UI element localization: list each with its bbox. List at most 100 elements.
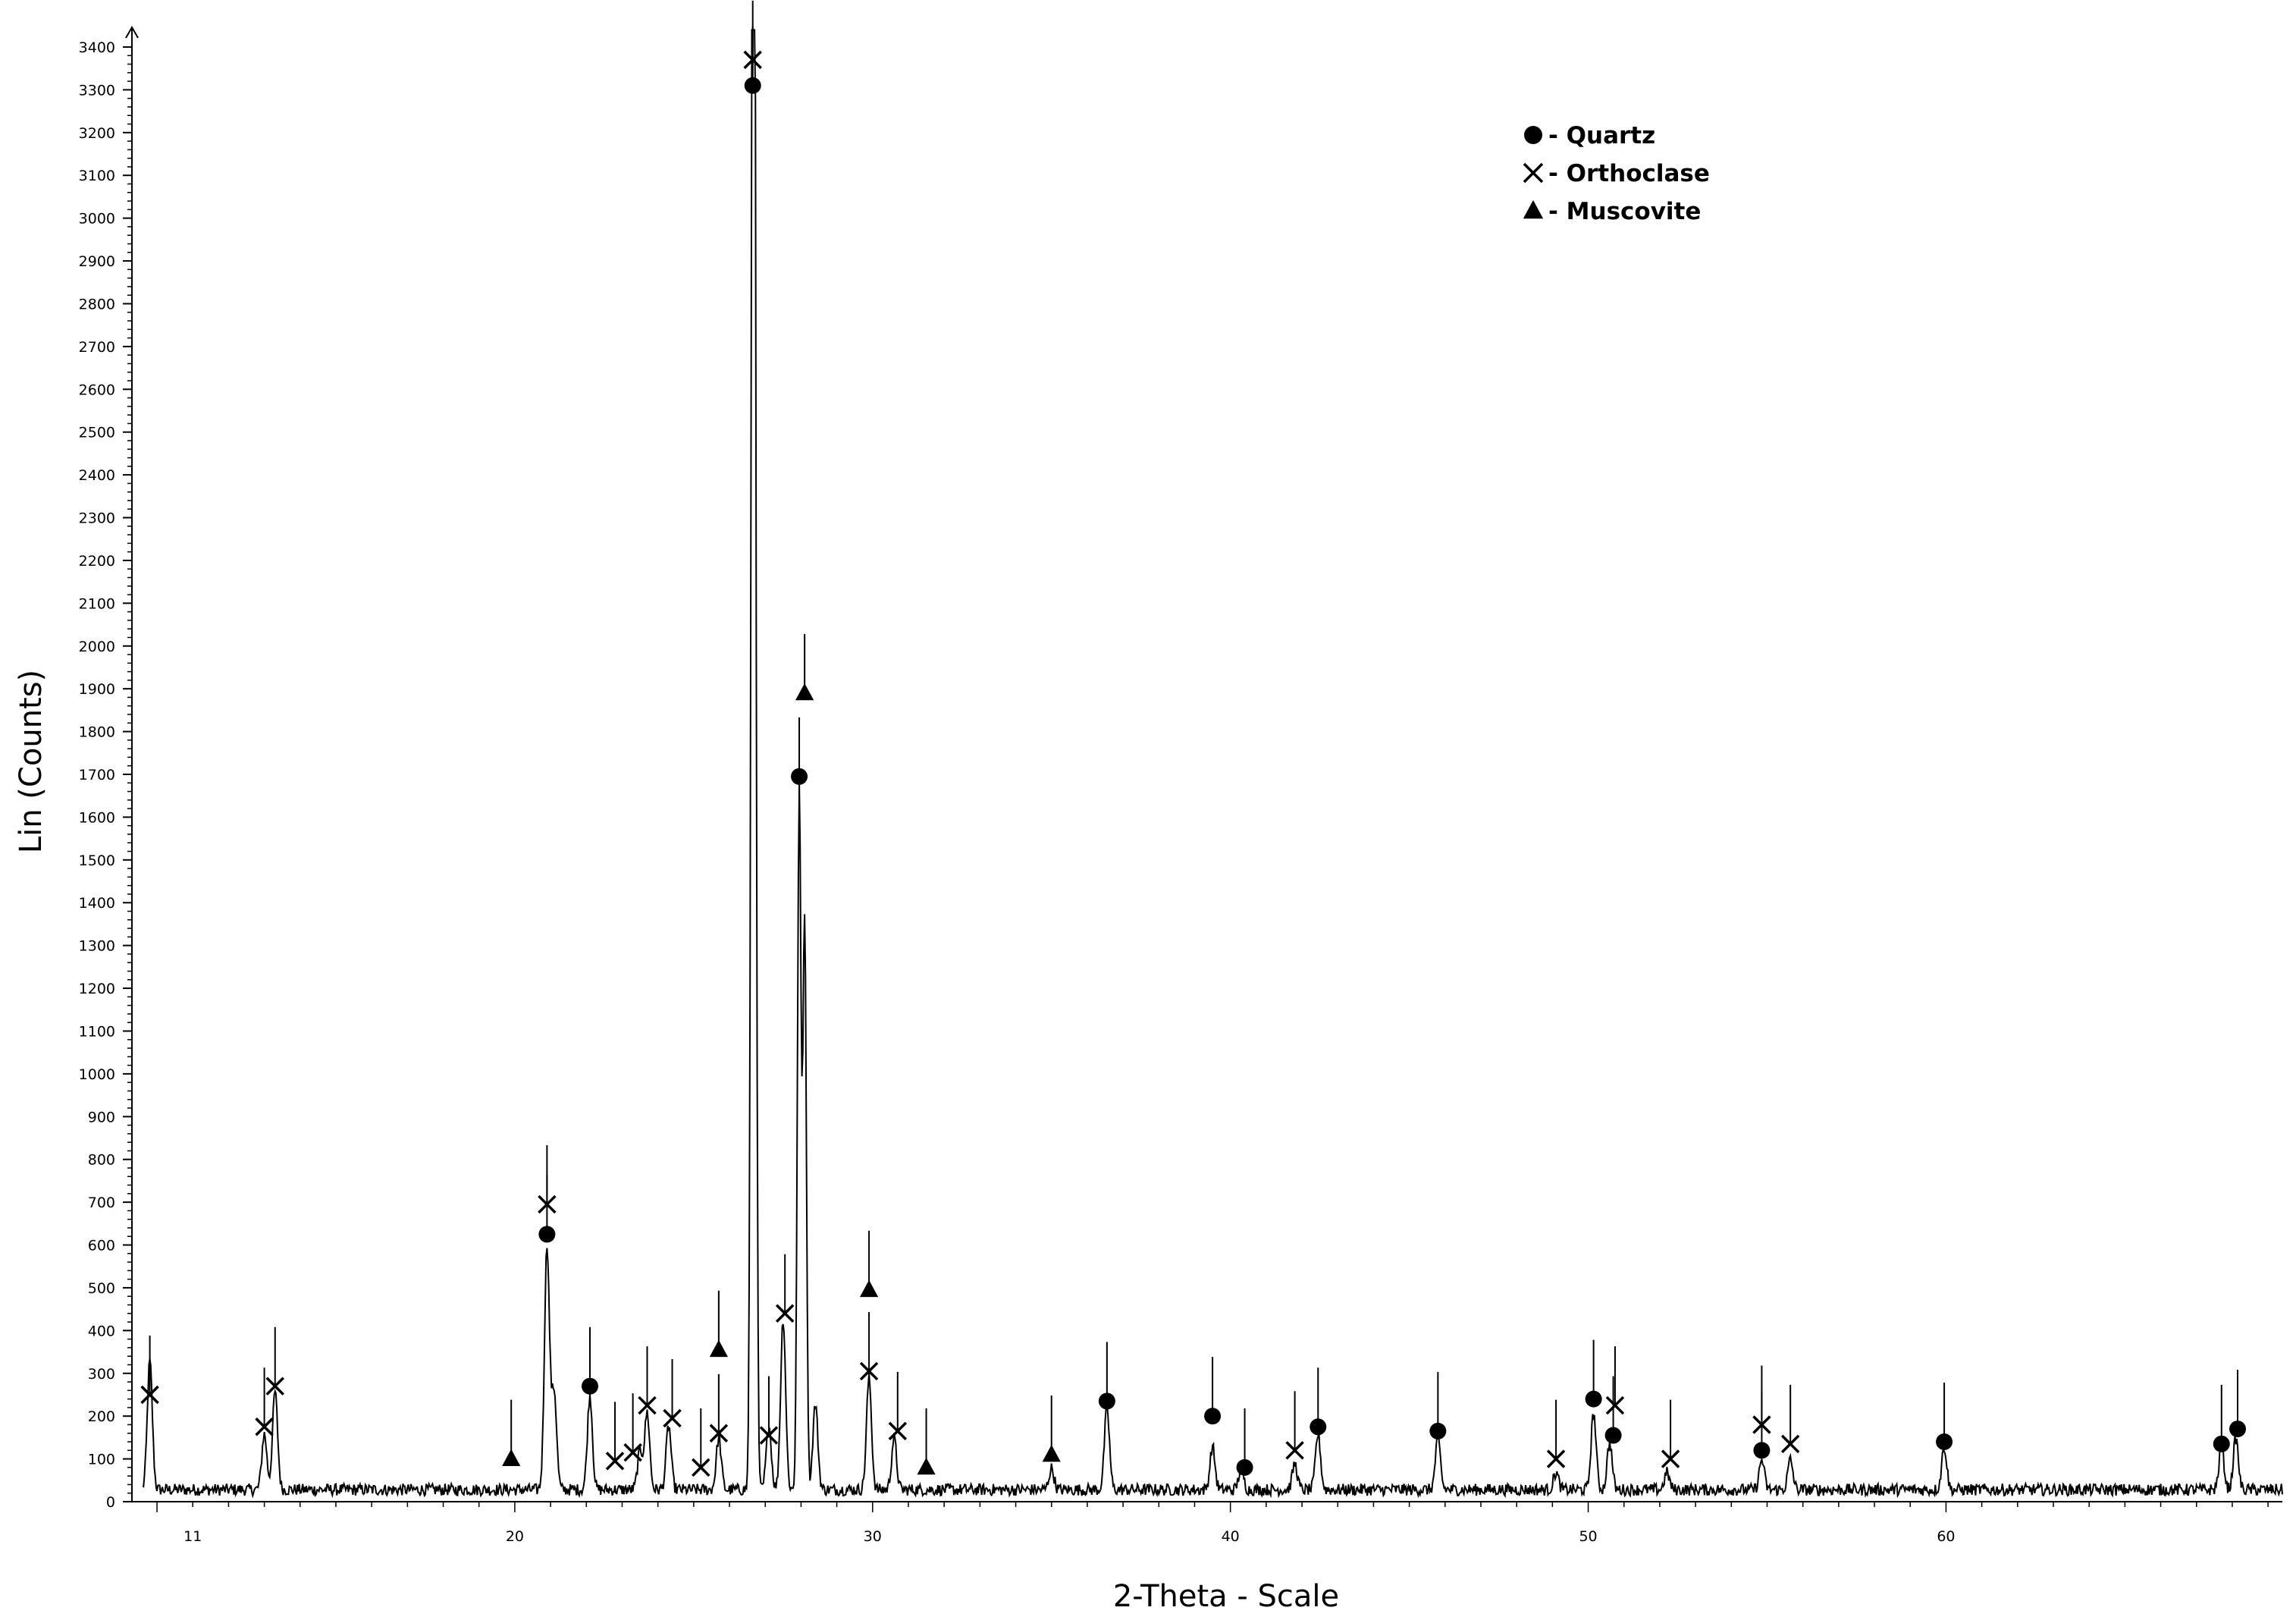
quartz-marker (1585, 1390, 1602, 1408)
y-tick-label: 200 (88, 1408, 115, 1425)
cross-stroke (1661, 1449, 1680, 1468)
quartz-marker (791, 768, 808, 785)
quartz-marker (582, 1377, 599, 1395)
x-tick-label: 30 (864, 1528, 882, 1545)
quartz-marker (2213, 1435, 2230, 1452)
cross-stroke (538, 1195, 557, 1214)
muscovite-marker (795, 683, 814, 701)
quartz-marker (538, 1226, 556, 1243)
cross-stroke (623, 1443, 642, 1462)
y-tick-label: 500 (88, 1280, 115, 1297)
y-tick-label: 3000 (79, 211, 115, 228)
y-tick-label: 300 (88, 1366, 115, 1383)
cross-stroke (638, 1396, 657, 1415)
y-tick-label: 1600 (79, 809, 115, 826)
y-tick-label: 900 (88, 1109, 115, 1126)
y-tick-label: 1500 (79, 852, 115, 869)
quartz-marker (2229, 1421, 2247, 1438)
muscovite-marker (859, 1279, 879, 1298)
xrd-pattern-line (142, 29, 2283, 1499)
orthoclase-marker (1661, 1449, 1680, 1468)
y-tick-label: 1200 (79, 981, 115, 997)
cross-stroke (265, 1377, 284, 1396)
y-axis-arrow-icon (125, 25, 139, 39)
y-tick-label: 3100 (79, 168, 115, 184)
y-tick-label: 1900 (79, 681, 115, 698)
quartz-marker (1604, 1427, 1622, 1444)
y-tick-label: 0 (106, 1494, 115, 1511)
marker-stems (149, 0, 2239, 1468)
cross-stroke (709, 1424, 729, 1443)
y-tick-label: 2400 (79, 467, 115, 484)
quartz-marker (1429, 1422, 1447, 1439)
quartz-marker (1753, 1442, 1771, 1459)
cross-stroke (775, 1304, 795, 1323)
orthoclase-marker (265, 1377, 284, 1396)
x-axis-title: 2-Theta - Scale (1113, 1579, 1339, 1614)
orthoclase-marker (255, 1418, 274, 1436)
orthoclase-marker (1605, 1396, 1625, 1415)
muscovite-marker (1523, 199, 1544, 219)
orthoclase-marker (140, 1385, 159, 1405)
y-tick-label: 400 (88, 1323, 115, 1339)
orthoclase-marker (663, 1408, 682, 1428)
orthoclase-marker (1752, 1415, 1771, 1434)
orthoclase-marker (859, 1361, 879, 1381)
y-tick-label: 800 (88, 1152, 115, 1169)
quartz-marker (1936, 1433, 1953, 1451)
y-tick-label: 1400 (79, 895, 115, 912)
orthoclase-marker (538, 1195, 557, 1214)
orthoclase-marker (1546, 1449, 1566, 1468)
y-tick-labels: 0 100 200 300 400 500 600 700 800 900 1000 1100 1200… (79, 39, 115, 1511)
tick-marks (123, 46, 2269, 1512)
y-tick-label: 3200 (79, 125, 115, 142)
cross-stroke (605, 1452, 625, 1471)
orthoclase-marker (1285, 1441, 1304, 1460)
y-tick-label: 2200 (79, 553, 115, 570)
legend-item: - Quartz (1524, 122, 1655, 149)
y-tick-label: 2100 (79, 595, 115, 612)
cross-stroke (663, 1408, 682, 1428)
muscovite-marker (709, 1339, 728, 1358)
x-tick-label: 60 (1937, 1528, 1955, 1545)
cross-stroke (759, 1426, 779, 1445)
orthoclase-marker (638, 1396, 657, 1415)
phase-markers (140, 50, 2247, 1477)
quartz-marker (1310, 1418, 1327, 1436)
y-tick-label: 1000 (79, 1066, 115, 1083)
y-tick-label: 3300 (79, 82, 115, 99)
x-tick-label: 20 (506, 1528, 524, 1545)
y-tick-label: 2000 (79, 639, 115, 655)
x-tick-label: 50 (1579, 1528, 1597, 1545)
muscovite-marker (502, 1449, 521, 1466)
y-tick-label: 100 (88, 1452, 115, 1468)
legend-item: - Muscovite (1523, 198, 1701, 225)
legend-label: - Muscovite (1548, 198, 1701, 225)
y-tick-label: 2300 (79, 510, 115, 527)
legend-label: - Quartz (1548, 122, 1655, 149)
orthoclase-marker (759, 1426, 779, 1445)
cross-stroke (1780, 1434, 1800, 1454)
quartz-marker (744, 77, 761, 94)
y-tick-label: 2600 (79, 381, 115, 398)
orthoclase-marker (709, 1424, 729, 1443)
y-tick-label: 3400 (79, 39, 115, 56)
y-axis-title: Lin (Counts) (14, 670, 49, 853)
quartz-marker (1098, 1392, 1115, 1410)
y-tick-label: 1700 (79, 767, 115, 783)
plot-area (123, 0, 2283, 1512)
y-tick-label: 2700 (79, 339, 115, 356)
muscovite-marker (917, 1457, 936, 1475)
legend: - Quartz - Orthoclase - Muscovite (1523, 122, 1710, 225)
y-tick-label: 700 (88, 1195, 115, 1211)
muscovite-marker (1042, 1444, 1061, 1462)
cross-stroke (1523, 162, 1544, 184)
orthoclase-marker (743, 50, 762, 70)
y-tick-label: 600 (88, 1238, 115, 1254)
cross-stroke (692, 1458, 710, 1477)
y-tick-label: 1100 (79, 1023, 115, 1040)
cross-stroke (140, 1385, 159, 1405)
y-tick-label: 1300 (79, 938, 115, 955)
x-tick-label: 11 (183, 1528, 202, 1545)
legend-label: - Orthoclase (1548, 160, 1710, 187)
